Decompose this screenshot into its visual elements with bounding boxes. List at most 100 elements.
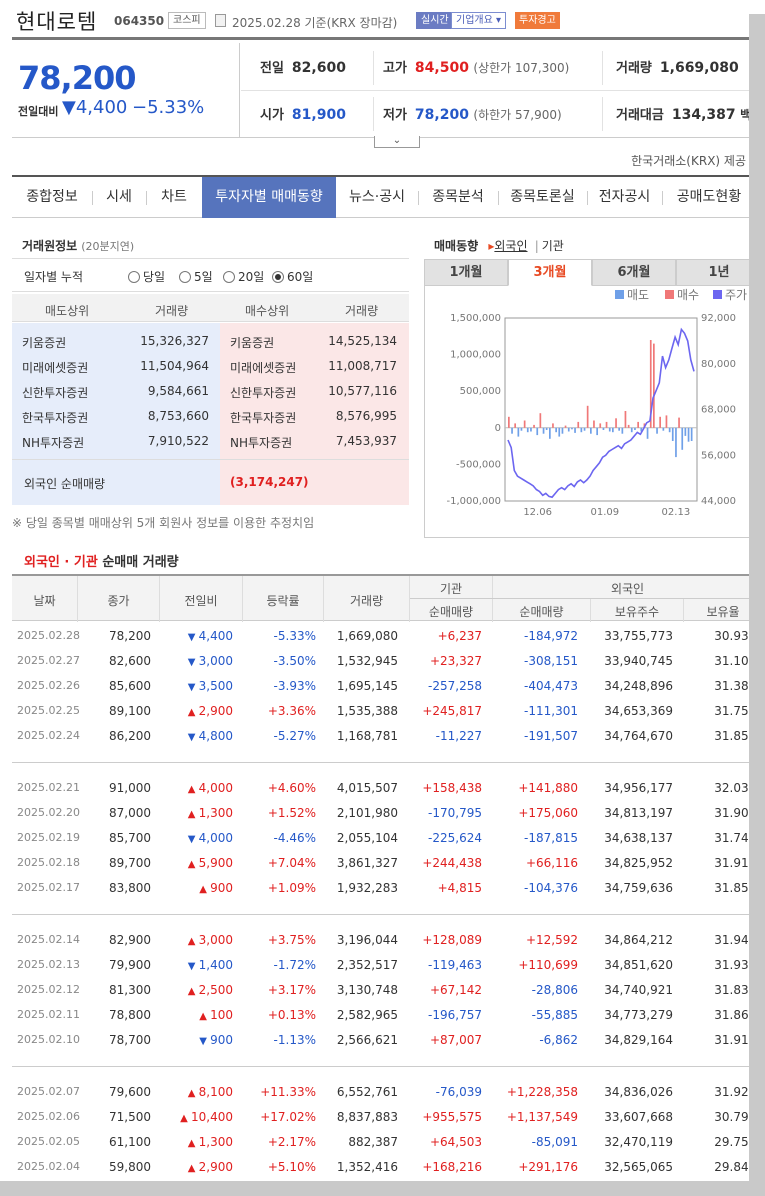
realtime-button[interactable]: 실시간 — [416, 12, 454, 29]
legend-label: 매수 — [677, 288, 699, 302]
table-row: 2025.02.28 78,200 ▼ 4,400 -5.33% 1,669,080 +6… — [12, 629, 762, 654]
row-rate: +7.04% — [267, 856, 316, 870]
bar — [621, 427, 624, 434]
investment-warning-badge[interactable]: 투자경고 — [515, 12, 560, 29]
company-overview-dropdown[interactable]: 기업개요 ▾ — [451, 12, 506, 29]
bar — [665, 415, 668, 428]
row-foreign-net: -55,885 — [531, 1008, 578, 1022]
table-row: 2025.02.12 81,300 ▲ 2,500 +3.17% 3,130,748 +6… — [12, 983, 762, 1008]
row-date: 2025.02.13 — [17, 958, 80, 971]
tab-short-selling[interactable]: 공매도현황 — [676, 189, 742, 205]
broker-table-header: 매도상위 거래량 매수상위 거래량 — [12, 294, 409, 322]
row-volume: 1,535,388 — [336, 704, 398, 718]
period-radio-day[interactable]: 당일 — [128, 268, 165, 285]
row-diff: ▲ 8,100 — [187, 1085, 233, 1099]
y-left-tick: -500,000 — [456, 459, 501, 470]
period-radio-60d[interactable]: 60일 — [272, 268, 313, 285]
row-holdings: 33,940,745 — [604, 654, 673, 668]
row-foreign-net: +1,228,358 — [506, 1085, 578, 1099]
y-right-tick: 92,000 — [701, 313, 736, 324]
row-rate: +1.09% — [267, 881, 316, 895]
trend-tab-1m[interactable]: 1개월 — [424, 259, 508, 286]
row-volume: 2,566,621 — [336, 1033, 398, 1047]
up-arrow-icon: ▲ — [187, 859, 199, 870]
period-radio-5d[interactable]: 5일 — [179, 268, 213, 285]
row-volume: 8,837,883 — [336, 1110, 398, 1124]
row-foreign-net: +141,880 — [518, 781, 578, 795]
row-inst-net: +168,216 — [422, 1160, 482, 1174]
trend-tab-6m[interactable]: 6개월 — [592, 259, 676, 286]
bar — [624, 411, 627, 428]
row-holdings: 34,864,212 — [604, 933, 673, 947]
down-arrow-icon: ▼ — [187, 682, 199, 693]
row-foreign-net: +110,699 — [518, 958, 578, 972]
row-close: 86,200 — [109, 729, 151, 743]
tab-chart[interactable]: 차트 — [161, 189, 187, 205]
collapse-toggle[interactable]: ⌄ — [374, 136, 420, 148]
table-row: 2025.02.14 82,900 ▲ 3,000 +3.75% 3,196,044 +1… — [12, 933, 762, 958]
row-date: 2025.02.11 — [17, 1008, 80, 1021]
row-date: 2025.02.27 — [17, 654, 80, 667]
tab-disclosure[interactable]: 전자공시 — [598, 189, 651, 205]
row-close: 78,800 — [109, 1008, 151, 1022]
sell-broker-volume: 9,584,661 — [147, 384, 209, 398]
current-price-panel: 78,200 전일대비 ▼4,400 −5.33% — [12, 43, 240, 137]
down-arrow-icon: ▼ — [187, 961, 199, 972]
row-inst-net: +955,575 — [422, 1110, 482, 1124]
down-arrow-icon: ▼ — [187, 834, 199, 845]
buy-broker-name: 한국투자증권 — [230, 411, 297, 425]
down-arrow-icon: ▼ — [199, 1036, 211, 1047]
row-ratio: 29.84% — [714, 1160, 760, 1174]
table-row: 2025.02.26 85,600 ▼ 3,500 -3.93% 1,695,145 -2… — [12, 679, 762, 704]
row-holdings: 34,759,636 — [604, 881, 673, 895]
row-foreign-net: -308,151 — [524, 654, 578, 668]
down-arrow-icon: ▼ — [187, 632, 199, 643]
row-volume: 4,015,507 — [336, 781, 398, 795]
tab-investor-trend[interactable]: 투자자별 매매동향 — [202, 177, 336, 218]
vertical-scrollbar[interactable] — [749, 14, 765, 1196]
x-tick: 12.06 — [523, 507, 552, 518]
table-row: 2025.02.10 78,700 ▼ 900 -1.13% 2,566,621 +87,… — [12, 1033, 762, 1058]
row-close: 83,800 — [109, 881, 151, 895]
bar — [511, 427, 513, 434]
row-inst-net: +6,237 — [437, 629, 482, 643]
row-foreign-net: -404,473 — [524, 679, 578, 693]
bar — [549, 427, 551, 439]
tab-overview[interactable]: 종합정보 — [26, 189, 78, 205]
sell-broker-name: 미래에셋증권 — [22, 361, 89, 375]
trend-tab-3m[interactable]: 3개월 — [508, 259, 592, 286]
row-volume: 2,582,965 — [336, 1008, 398, 1022]
y-left-tick: 500,000 — [460, 386, 501, 397]
row-close: 89,100 — [109, 704, 151, 718]
foreign-net-value: (3,174,247) — [230, 475, 309, 489]
row-volume: 1,932,283 — [336, 881, 398, 895]
tab-analysis[interactable]: 종목분석 — [432, 189, 484, 205]
bar — [523, 420, 526, 428]
table-row: 2025.02.25 89,100 ▲ 2,900 +3.36% 1,535,388 +2… — [12, 704, 762, 729]
market-badge: 코스피 — [168, 12, 206, 29]
row-inst-net: +67,142 — [429, 983, 482, 997]
bar — [675, 427, 677, 458]
y-right-tick: 56,000 — [701, 450, 736, 461]
row-diff: ▼ 4,000 — [187, 831, 233, 845]
bar — [536, 427, 539, 436]
trend-inst-option[interactable]: 기관 — [541, 239, 564, 253]
up-arrow-icon: ▲ — [187, 1138, 199, 1149]
tab-quotes[interactable]: 시세 — [106, 189, 132, 205]
row-ratio: 31.92% — [714, 1085, 760, 1099]
period-radio-20d[interactable]: 20일 — [223, 268, 264, 285]
row-foreign-net: +12,592 — [525, 933, 578, 947]
horizontal-scrollbar[interactable] — [0, 1181, 765, 1196]
high-price: 고가 84,500 (상한가 107,300) — [383, 60, 570, 76]
buy-broker-name: 미래에셋증권 — [230, 361, 297, 375]
tab-discussion[interactable]: 종목토론실 — [510, 189, 575, 205]
tab-news[interactable]: 뉴스·공시 — [349, 189, 405, 205]
price-summary: 78,200 전일대비 ▼4,400 −5.33% 전일 82,600 고가 84,… — [12, 43, 762, 138]
row-close: 81,300 — [109, 983, 151, 997]
trend-foreign-option[interactable]: 외국인 — [494, 239, 528, 253]
y-left-tick: -1,000,000 — [446, 496, 501, 507]
up-arrow-icon: ▲ — [187, 1088, 199, 1099]
row-volume: 3,130,748 — [336, 983, 398, 997]
row-date: 2025.02.07 — [17, 1085, 80, 1098]
row-diff: ▼ 1,400 — [187, 958, 233, 972]
